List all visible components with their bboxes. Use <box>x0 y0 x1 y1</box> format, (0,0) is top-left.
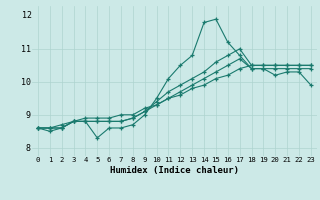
Text: 12: 12 <box>22 11 32 20</box>
X-axis label: Humidex (Indice chaleur): Humidex (Indice chaleur) <box>110 166 239 175</box>
